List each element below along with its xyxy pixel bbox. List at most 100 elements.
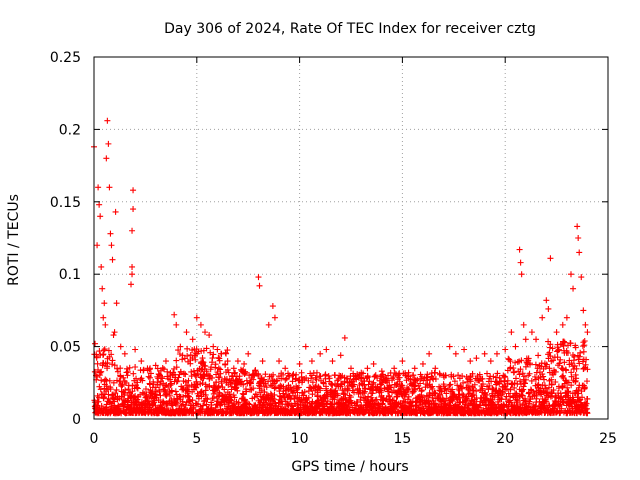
- roti-point: [197, 321, 204, 328]
- roti-point: [193, 400, 200, 407]
- roti-point: [94, 360, 101, 367]
- roti-point: [535, 352, 542, 359]
- roti-point: [576, 249, 583, 256]
- roti-point: [104, 365, 111, 372]
- roti-point: [547, 353, 554, 360]
- roti-point: [184, 352, 191, 359]
- roti-point: [96, 383, 103, 390]
- roti-point: [184, 345, 191, 352]
- roti-point: [246, 401, 253, 408]
- roti-point: [182, 378, 189, 385]
- roti-point: [329, 358, 336, 365]
- roti-point: [473, 388, 480, 395]
- roti-point: [247, 380, 254, 387]
- roti-point: [242, 369, 249, 376]
- roti-point: [309, 379, 316, 386]
- roti-point: [100, 314, 107, 321]
- roti-point: [578, 274, 585, 281]
- roti-point: [549, 345, 556, 352]
- roti-point: [391, 365, 398, 372]
- roti-point: [494, 370, 501, 377]
- roti-point: [507, 364, 514, 371]
- roti-point: [174, 400, 181, 407]
- roti-point: [507, 393, 514, 400]
- roti-point: [120, 374, 127, 381]
- roti-point: [133, 384, 140, 391]
- roti-point: [579, 394, 586, 401]
- roti-point: [161, 366, 168, 373]
- roti-point: [322, 371, 329, 378]
- roti-point: [190, 368, 197, 375]
- roti-point: [541, 403, 548, 410]
- roti-point: [265, 378, 272, 385]
- roti-point: [429, 394, 436, 401]
- roti-point: [563, 367, 570, 374]
- roti-point: [251, 394, 258, 401]
- roti-point: [481, 390, 488, 397]
- roti-point: [559, 321, 566, 328]
- roti-point: [337, 380, 344, 387]
- roti-point: [147, 374, 154, 381]
- roti-point: [405, 393, 412, 400]
- roti-point: [470, 391, 477, 398]
- roti-point: [567, 340, 574, 347]
- roti-point: [357, 394, 364, 401]
- roti-point: [218, 378, 225, 385]
- roti-point: [493, 350, 500, 357]
- roti-point: [550, 371, 557, 378]
- roti-point: [575, 390, 582, 397]
- roti-point: [106, 184, 113, 191]
- roti-point: [111, 362, 118, 369]
- roti-point: [517, 259, 524, 266]
- roti-point: [533, 392, 540, 399]
- roti-point: [183, 329, 190, 336]
- roti-point: [133, 375, 140, 382]
- roti-point: [557, 356, 564, 363]
- roti-point: [339, 387, 346, 394]
- roti-point: [454, 382, 461, 389]
- roti-point: [370, 379, 377, 386]
- roti-point: [139, 377, 146, 384]
- roti-point: [252, 367, 259, 374]
- roti-point: [130, 187, 137, 194]
- roti-point: [459, 385, 466, 392]
- roti-point: [104, 117, 111, 124]
- roti-point: [177, 343, 184, 350]
- roti-point: [295, 384, 302, 391]
- roti-point: [222, 361, 229, 368]
- roti-point: [121, 350, 128, 357]
- roti-point: [234, 358, 241, 365]
- roti-point: [227, 393, 234, 400]
- roti-point: [98, 263, 105, 270]
- roti-point: [101, 300, 108, 307]
- roti-point: [202, 329, 209, 336]
- roti-point: [97, 369, 104, 376]
- roti-point: [575, 398, 582, 405]
- roti-point: [274, 377, 281, 384]
- roti-point: [147, 370, 154, 377]
- roti-point: [564, 350, 571, 357]
- roti-point: [467, 378, 474, 385]
- roti-point: [503, 385, 510, 392]
- roti-point: [358, 374, 365, 381]
- roti-point: [231, 370, 238, 377]
- roti-point: [316, 402, 323, 409]
- roti-point: [526, 370, 533, 377]
- roti-point: [96, 348, 103, 355]
- roti-point: [435, 393, 442, 400]
- roti-point: [539, 314, 546, 321]
- roti-point: [394, 401, 401, 408]
- roti-point: [117, 373, 124, 380]
- roti-point: [580, 348, 587, 355]
- roti-point: [276, 358, 283, 365]
- roti-point: [582, 361, 589, 368]
- roti-point: [130, 206, 137, 213]
- roti-point: [210, 390, 217, 397]
- roti-point: [280, 383, 287, 390]
- roti-point: [317, 350, 324, 357]
- roti-point: [265, 321, 272, 328]
- roti-point: [446, 382, 453, 389]
- roti-point: [580, 365, 587, 372]
- roti-point: [360, 394, 367, 401]
- roti-point: [138, 358, 145, 365]
